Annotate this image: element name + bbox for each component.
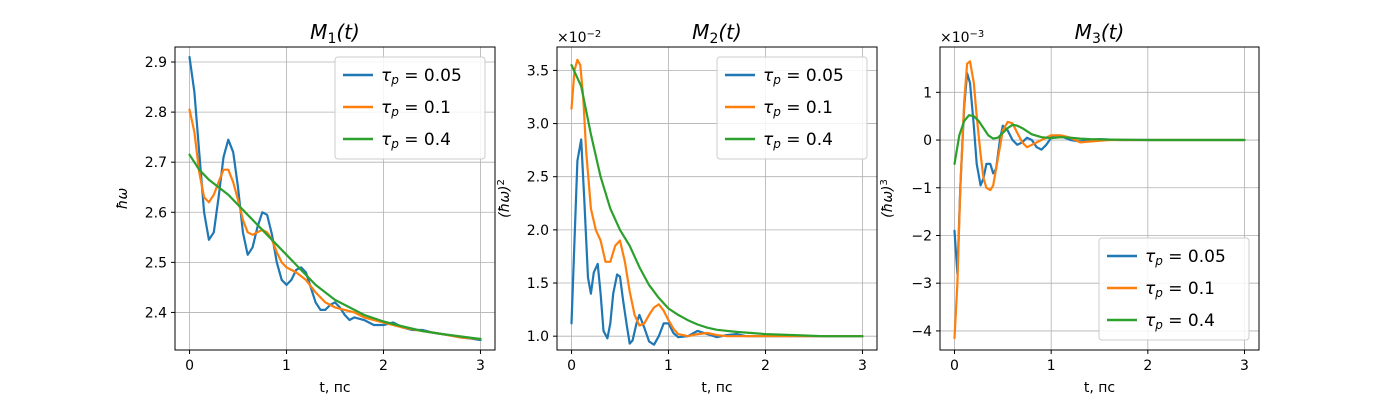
series-group: [953, 60, 1246, 340]
plot-frame: [174, 46, 496, 351]
y-tick-label: 2.5: [527, 170, 549, 186]
y-tick-label: 1.0: [527, 329, 549, 345]
x-tick-label: 0: [567, 358, 576, 374]
axis-multiplier: ×10−2: [557, 29, 601, 47]
y-tick-label: −1: [911, 181, 932, 197]
x-tick-label: 3: [1240, 358, 1249, 374]
x-tick-label: 1: [282, 358, 291, 374]
y-tick-label: −3: [911, 276, 932, 292]
y-tick-label: 1: [923, 85, 932, 101]
series-group: [570, 58, 864, 346]
plot-frame: [939, 46, 1260, 351]
x-tick-label: 2: [1143, 358, 1152, 374]
series-line-3: [188, 153, 482, 341]
x-axis-label: t, пс: [1084, 380, 1115, 396]
x-tick-label: 1: [1047, 358, 1056, 374]
legend-label-1: τp = 0.05: [1145, 247, 1226, 268]
x-tick-label: 1: [664, 358, 673, 374]
x-tick-label: 0: [185, 358, 194, 374]
legend: τp = 0.05 τp = 0.1 τp = 0.4: [1098, 237, 1250, 341]
legend-label-2: τp = 0.1: [1145, 279, 1215, 300]
y-axis-label: (ħω)3: [879, 179, 897, 218]
series-line-2: [953, 60, 1246, 340]
x-axis-label: t, пс: [701, 380, 732, 396]
y-tick-label: 3.5: [527, 63, 549, 79]
x-tick-label: 0: [950, 358, 959, 374]
y-tick-label: 3.0: [527, 117, 549, 133]
plot-title: M1(t): [310, 20, 360, 47]
series-group: [188, 55, 482, 342]
y-tick-label: −4: [911, 324, 932, 340]
legend-box: [1098, 237, 1250, 341]
legend-box: [334, 56, 486, 160]
legend-label-3: τp = 0.4: [1145, 311, 1215, 332]
legend-label-2: τp = 0.1: [381, 98, 451, 119]
legend: τp = 0.05 τp = 0.1 τp = 0.4: [334, 56, 486, 160]
plot-1: 0 1 2 3 2.4 2.5 2.6 2.7 2.8 2.9 M1(t) t, пс ħω τp = 0…: [115, 20, 496, 396]
plot-3: 0 1 2 3 −4 −3 −2 −1 0 1 M3(t) t, пс (ħω)3 ×10−3 τp = 0…: [879, 20, 1260, 396]
x-axis-label: t, пс: [319, 380, 350, 396]
x-tick-label: 3: [476, 358, 485, 374]
x-tick-label: 2: [379, 358, 388, 374]
x-tick-label: 2: [761, 358, 770, 374]
plot-title: M3(t): [1075, 20, 1125, 47]
y-tick-label: 1.5: [527, 276, 549, 292]
y-tick-label: 2.6: [145, 205, 167, 221]
plot-frame: [556, 46, 878, 351]
y-tick-label: 2.5: [145, 255, 167, 271]
series-line-2: [570, 58, 864, 338]
y-tick-label: 2.7: [145, 155, 167, 171]
plot-2: 0 1 2 3 1.0 1.5 2.0 2.5 3.0 3.5 M2(t) t, пс (ħω)2 ×10…: [496, 20, 878, 396]
series-line-2: [188, 108, 482, 341]
plot-title: M2(t): [692, 20, 742, 47]
legend-label-1: τp = 0.05: [763, 66, 844, 87]
legend-label-3: τp = 0.4: [381, 130, 451, 151]
plots: 0 1 2 3 2.4 2.5 2.6 2.7 2.8 2.9 M1(t) t, пс ħω τp = 0…: [115, 20, 1260, 396]
series-line-3: [570, 63, 864, 338]
legend: τp = 0.05 τp = 0.1 τp = 0.4: [716, 56, 868, 160]
y-tick-label: 0: [923, 133, 932, 149]
y-tick-label: −2: [911, 228, 932, 244]
y-tick-label: 2.9: [145, 55, 167, 71]
y-tick-label: 2.4: [145, 305, 167, 321]
legend-box: [716, 56, 868, 160]
series-line-3: [953, 114, 1246, 165]
y-axis-label: (ħω)2: [496, 179, 514, 218]
legend-label-3: τp = 0.4: [763, 130, 833, 151]
y-axis-label: ħω: [115, 187, 131, 209]
x-tick-label: 3: [858, 358, 867, 374]
y-tick-label: 2.0: [527, 223, 549, 239]
axis-multiplier: ×10−3: [940, 29, 984, 47]
legend-label-2: τp = 0.1: [763, 98, 833, 119]
legend-label-1: τp = 0.05: [381, 66, 462, 87]
y-tick-label: 2.8: [145, 105, 167, 121]
